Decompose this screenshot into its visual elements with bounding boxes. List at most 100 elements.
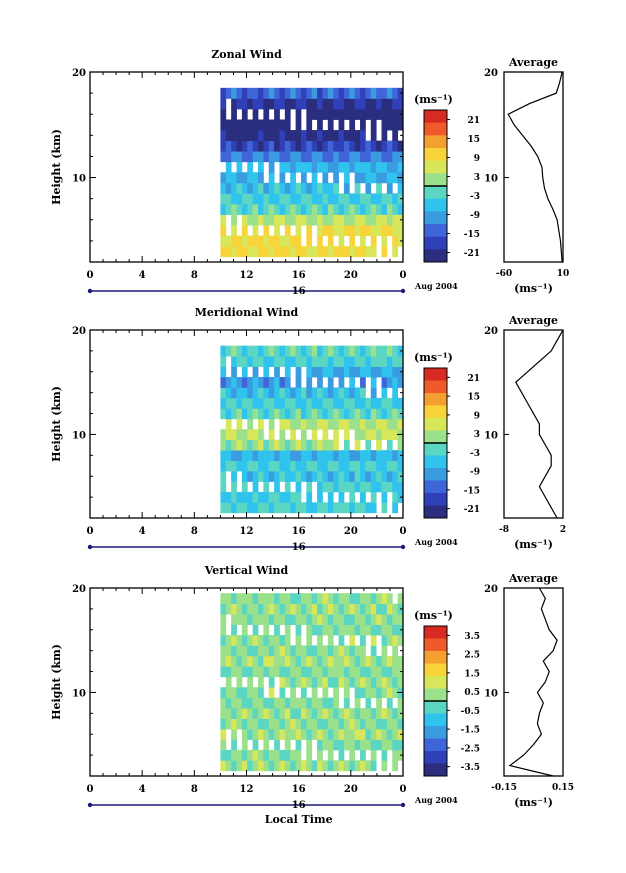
heatmap-cell (258, 603, 264, 615)
heatmap-cell (306, 439, 313, 451)
heatmap-cell (290, 760, 296, 772)
heatmap-cell (290, 429, 296, 441)
heatmap-cell (370, 418, 377, 430)
heatmap-cell (300, 203, 307, 215)
heatmap-cell (386, 593, 393, 605)
heatmap-cell (392, 460, 399, 472)
heatmap-cell (306, 98, 313, 110)
heatmap-cell (365, 418, 372, 430)
heatmap-cell (376, 193, 382, 205)
heatmap-cell (295, 140, 302, 152)
x-tick-label: 20 (344, 784, 358, 795)
heatmap-cell (349, 193, 356, 205)
heatmap-cell (274, 377, 280, 388)
heatmap-cell (386, 481, 393, 493)
y-axis-label: Height (km) (50, 129, 63, 205)
heatmap-cell (343, 356, 350, 367)
heatmap-cell (247, 697, 254, 709)
heatmap-cell (343, 666, 350, 678)
heatmap-cell (295, 624, 302, 636)
heatmap-cell (365, 429, 372, 441)
heatmap-cell (343, 345, 350, 357)
heatmap-cell (365, 397, 372, 409)
heatmap-cell (279, 460, 286, 472)
heatmap-cell (322, 645, 329, 657)
heatmap-cell (231, 108, 237, 120)
heatmap-cell (258, 151, 264, 163)
y-tick-label: 10 (72, 430, 86, 441)
heatmap-cell (231, 214, 237, 226)
heatmap-cell (231, 624, 237, 636)
heatmap-cell (322, 460, 329, 472)
heatmap-cell (284, 502, 291, 514)
heatmap-cell (220, 429, 227, 441)
heatmap-cell (365, 408, 372, 420)
heatmap-cell (311, 193, 318, 205)
average-x-tick-label: 2 (560, 525, 566, 535)
heatmap-cell (338, 108, 345, 120)
heatmap-cell (322, 225, 329, 237)
heatmap-cell (241, 246, 248, 258)
heatmap-cell (231, 666, 237, 678)
heatmap-cell (247, 450, 254, 461)
heatmap-cell (306, 481, 313, 493)
heatmap-cell (338, 460, 345, 472)
heatmap-cell (349, 635, 356, 646)
heatmap-cell (300, 397, 307, 409)
heatmap-cell (290, 749, 296, 761)
heatmap-cell (370, 151, 377, 163)
heatmap-cell (241, 397, 248, 409)
heatmap-cell (274, 182, 280, 194)
heatmap-cell (381, 624, 388, 636)
heatmap-cell (279, 214, 286, 226)
heatmap-cell (397, 739, 404, 751)
heatmap-cell (343, 676, 350, 688)
heatmap-cell (306, 408, 313, 420)
heatmap-cell (295, 635, 302, 646)
colorbar-tick-label: -21 (464, 505, 480, 515)
heatmap-cell (247, 666, 254, 678)
heatmap-cell (343, 697, 350, 709)
heatmap-cell (317, 108, 323, 120)
heatmap-cell (247, 235, 254, 247)
date-label: Aug 2004 (414, 795, 458, 805)
heatmap-cell (360, 624, 366, 636)
heatmap-cell (397, 676, 404, 688)
heatmap-cell (311, 182, 318, 194)
heatmap-cell (290, 666, 296, 678)
heatmap-cell (365, 655, 372, 667)
heatmap-cell (386, 676, 393, 688)
heatmap-cell (360, 450, 366, 461)
heatmap-cell (381, 366, 388, 378)
heatmap-cell (295, 203, 302, 215)
heatmap-cell (311, 345, 318, 357)
heatmap-cell (247, 203, 254, 215)
heatmap-cell (386, 408, 393, 420)
heatmap-cell (381, 708, 388, 719)
heatmap-cell (236, 687, 243, 699)
heatmap-cell (284, 729, 291, 740)
heatmap-cell (236, 387, 243, 399)
heatmap-cell (295, 603, 302, 615)
heatmap-cell (349, 491, 356, 503)
heatmap-cell (236, 130, 243, 142)
x-tick-label: 20 (344, 526, 358, 537)
panel-title: Meridional Wind (195, 306, 299, 319)
heatmap-cell (376, 739, 382, 751)
colorbar-band (424, 763, 447, 777)
heatmap-cell (247, 471, 254, 482)
heatmap-cell (327, 614, 334, 625)
heatmap-cell (220, 108, 227, 120)
heatmap-cell (311, 655, 318, 667)
colorbar-band (424, 701, 447, 714)
heatmap-cell (360, 225, 366, 237)
heatmap-cell (241, 377, 248, 388)
colorbar-band (424, 676, 447, 689)
heatmap-cell (306, 624, 313, 636)
heatmap-cell (349, 708, 356, 719)
average-title: Average (508, 314, 558, 327)
heatmap-cell (252, 397, 259, 409)
heatmap-cell (279, 655, 286, 667)
heatmap-cell (370, 193, 377, 205)
heatmap-cell (381, 119, 388, 131)
